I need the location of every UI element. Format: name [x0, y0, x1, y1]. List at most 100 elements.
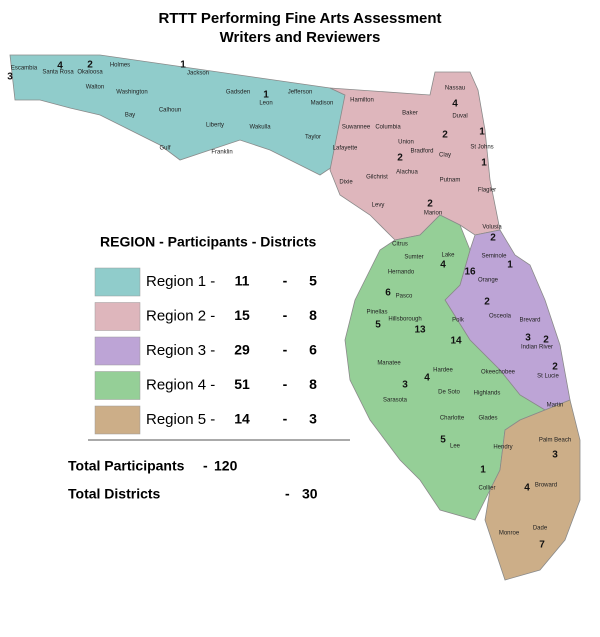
legend-districts: 3 [309, 411, 317, 427]
county-name: Hillsborough [388, 317, 421, 323]
county-name: Escambia [11, 66, 38, 72]
county-participants: 4 [57, 61, 63, 72]
county-name: Jefferson [288, 90, 313, 96]
county-participants: 3 [525, 333, 531, 344]
county-participants: 2 [543, 335, 549, 346]
separator: - [283, 342, 288, 358]
county-name: Orange [478, 278, 499, 284]
legend-swatch [94, 371, 141, 400]
title: Writers and Reviewers [220, 29, 381, 46]
total-value: 30 [302, 486, 318, 502]
legend-swatch [94, 405, 141, 435]
county-name: Calhoun [159, 108, 181, 114]
county-name: Wakulla [249, 125, 271, 131]
legend-swatch [94, 302, 141, 331]
county-participants: 4 [524, 483, 530, 494]
separator: - [283, 307, 288, 323]
county-participants: 7 [539, 540, 545, 551]
county-name: Hardee [433, 368, 453, 374]
county-participants: 2 [484, 297, 490, 308]
county-name: Hernando [388, 270, 415, 276]
county-name: Duval [452, 114, 467, 120]
legend-districts: 6 [309, 342, 317, 358]
county-name: Leon [259, 101, 272, 107]
county-name: Hendry [493, 445, 512, 451]
county-name: Bay [125, 113, 135, 119]
county-name: Manatee [377, 361, 401, 367]
county-participants: 5 [375, 320, 381, 331]
county-name: Madison [311, 101, 334, 107]
legend-participants: 29 [234, 342, 250, 358]
county-name: Citrus [392, 242, 408, 248]
separator: - [203, 458, 208, 474]
county-participants: 1 [263, 90, 269, 101]
county-name: Brevard [519, 318, 540, 324]
county-participants: 2 [397, 153, 403, 164]
county-name: Washington [116, 90, 147, 96]
legend-participants: 15 [234, 307, 250, 323]
county-name: Alachua [396, 170, 418, 176]
county-participants: 2 [442, 130, 448, 141]
county-participants: 1 [507, 260, 513, 271]
total-label: Total Participants [68, 458, 185, 474]
county-name: Santa Rosa [42, 70, 74, 76]
legend-swatch [94, 336, 141, 366]
county-name: Sumter [404, 255, 423, 261]
county-participants: 3 [7, 72, 13, 83]
county-name: Marion [424, 211, 442, 217]
county-name: St Lucie [537, 374, 559, 380]
county-name: Charlotte [440, 416, 465, 422]
county-participants: 3 [552, 450, 558, 461]
legend-label: Region 4 - [146, 376, 215, 393]
county-participants: 1 [480, 465, 486, 476]
county-name: Hamilton [350, 98, 374, 104]
county-name: Okaloosa [77, 70, 103, 76]
legend-label: Region 2 - [146, 307, 215, 324]
county-name: Dade [533, 526, 548, 532]
county-participants: 4 [424, 373, 430, 384]
county-name: Pinellas [366, 310, 387, 316]
total-value: 120 [214, 458, 238, 474]
legend-label: Region 3 - [146, 342, 215, 359]
county-participants: 5 [440, 435, 446, 446]
county-name: Okeechobee [481, 370, 516, 376]
separator: - [285, 486, 290, 502]
region-5-area [484, 399, 581, 581]
county-name: Lake [441, 253, 455, 259]
county-name: Pasco [396, 294, 413, 300]
county-participants: 2 [87, 60, 93, 71]
county-name: Dixie [339, 180, 353, 186]
county-name: Liberty [206, 123, 224, 129]
county-name: Sarasota [383, 398, 408, 404]
legend-districts: 8 [309, 376, 317, 392]
separator: - [283, 376, 288, 392]
county-name: Franklin [211, 150, 232, 156]
legend-label: Region 1 - [146, 273, 215, 290]
county-name: Taylor [305, 135, 321, 141]
county-participants: 16 [464, 267, 476, 278]
county-name: Martin [547, 403, 564, 409]
county-name: Lafayette [333, 146, 358, 152]
county-name: Nassau [445, 86, 465, 92]
county-participants: 2 [427, 199, 433, 210]
legend-districts: 5 [309, 273, 317, 289]
title: RTTT Performing Fine Arts Assessment [158, 10, 441, 27]
county-name: Suwannee [342, 125, 371, 131]
county-participants: 1 [180, 60, 186, 71]
county-name: Walton [86, 85, 104, 91]
county-name: Holmes [110, 63, 130, 69]
county-name: Glades [478, 416, 497, 422]
legend-districts: 8 [309, 307, 317, 323]
county-name: Clay [439, 153, 451, 159]
county-participants: 1 [479, 127, 485, 138]
county-name: Volusia [482, 225, 502, 231]
legend-participants: 14 [234, 411, 250, 427]
county-name: Columbia [375, 125, 401, 131]
county-name: Gulf [159, 146, 170, 152]
county-name: Highlands [474, 391, 501, 397]
county-participants: 2 [552, 362, 558, 373]
county-name: Lee [450, 444, 461, 450]
legend-participants: 51 [234, 376, 250, 392]
county-participants: 13 [414, 325, 426, 336]
